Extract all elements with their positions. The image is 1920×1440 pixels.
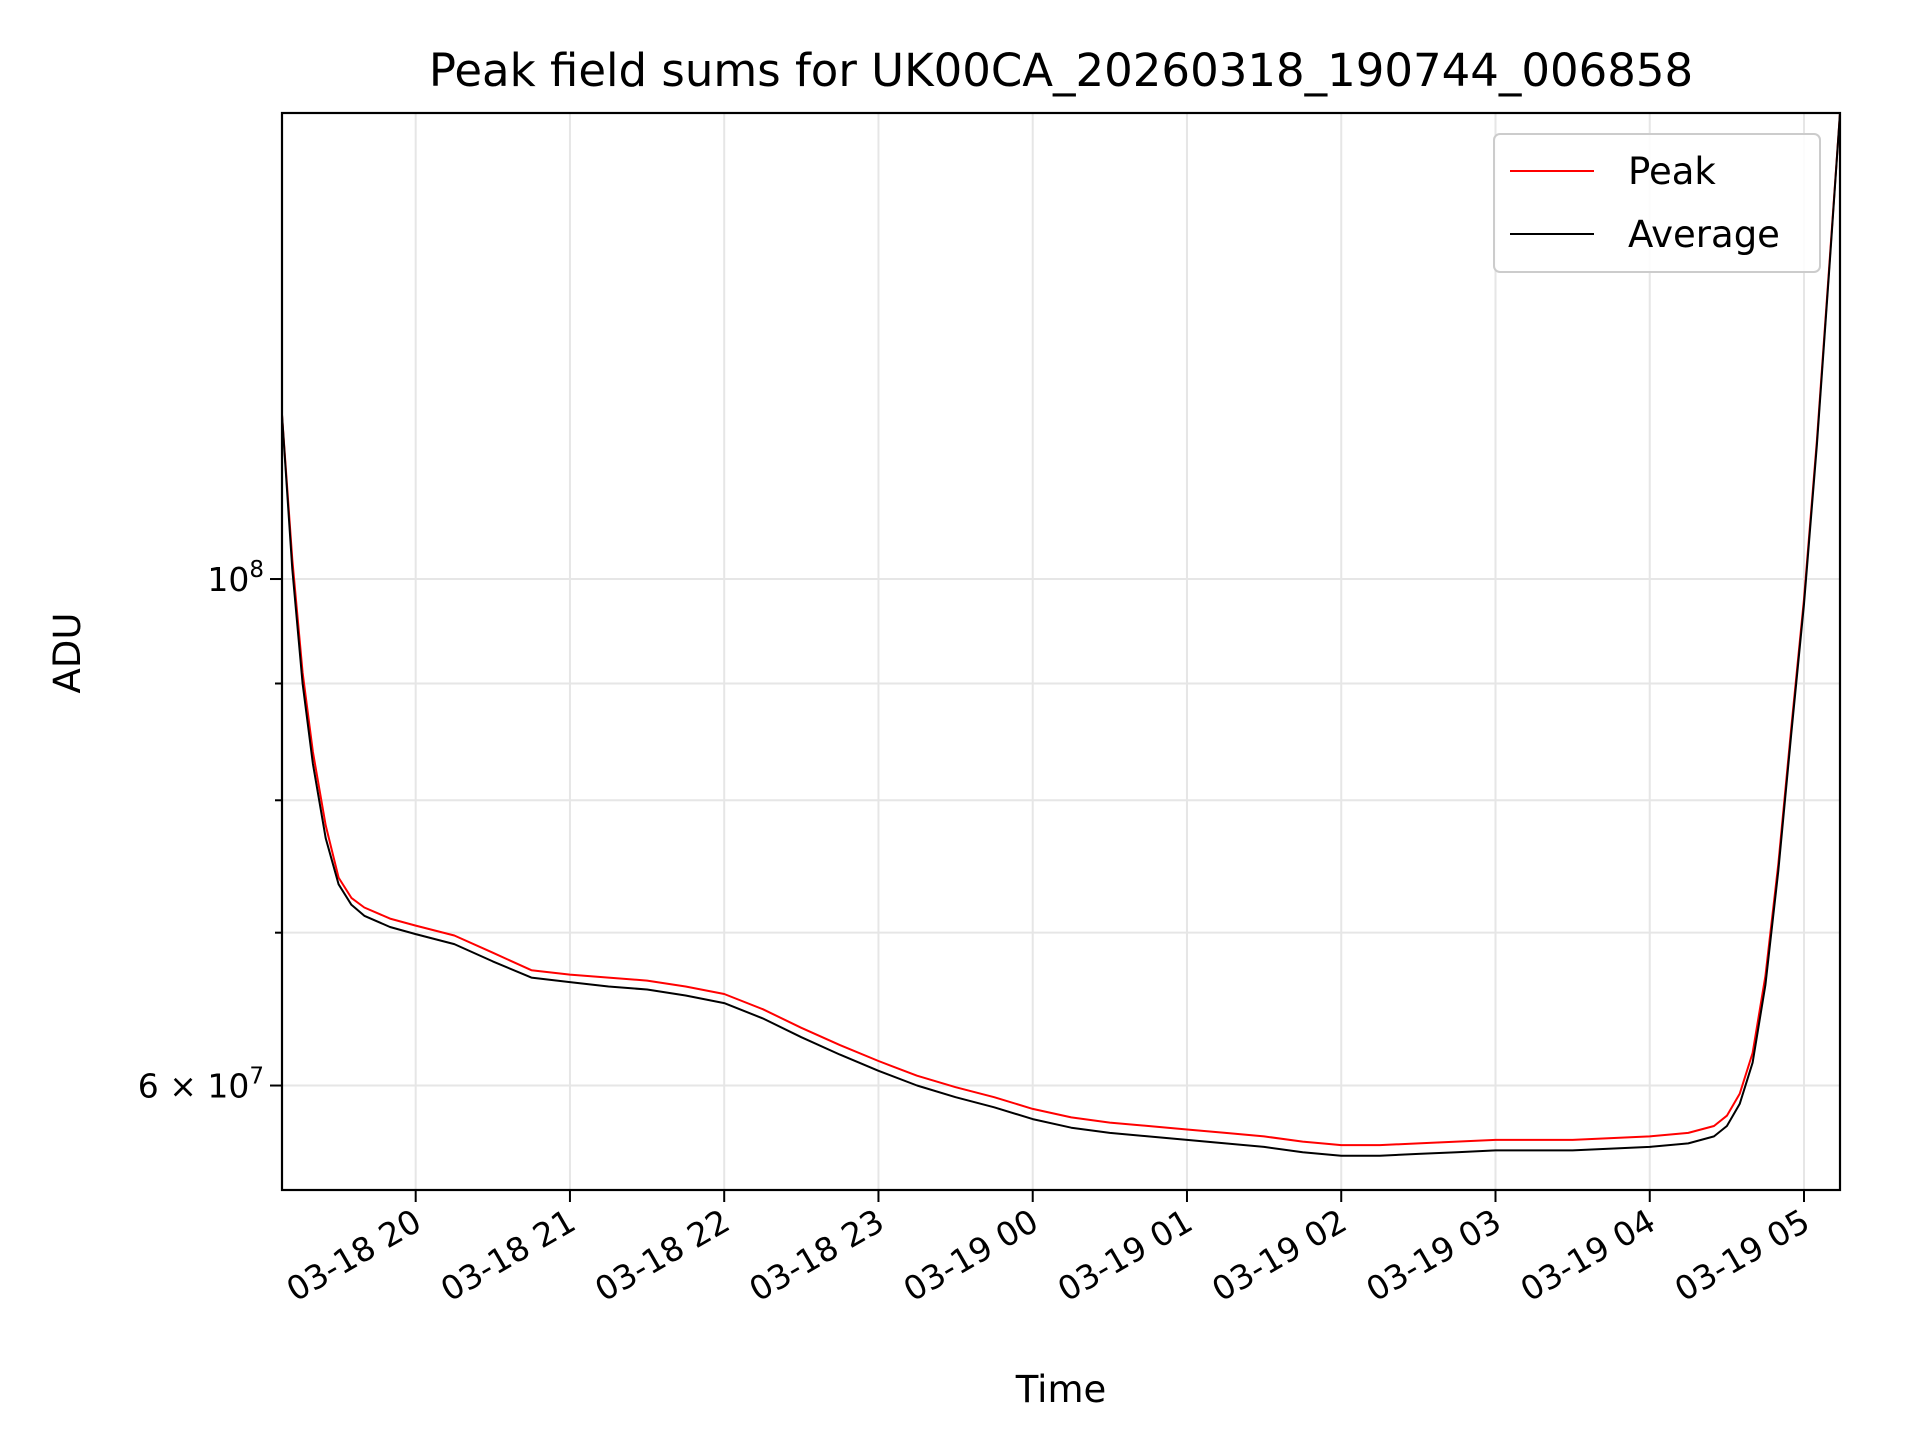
- x-tick-label: 03-18 23: [742, 1201, 890, 1309]
- x-tick-label: 03-18 20: [280, 1201, 428, 1309]
- y-axis-label: ADU: [46, 613, 89, 694]
- series-line-peak: [281, 112, 1841, 1147]
- y-tick-mantissa: 6: [138, 1067, 159, 1106]
- x-tick-label: 03-18 22: [588, 1201, 736, 1309]
- x-tick-label: 03-19 03: [1359, 1201, 1507, 1309]
- y-tick-base: 10: [207, 560, 249, 599]
- x-tick-label: 03-19 01: [1051, 1201, 1199, 1309]
- y-tick-label: 6 × 107: [138, 1064, 264, 1106]
- x-axis-label: Time: [1015, 1368, 1107, 1411]
- x-tick-label: 03-19 00: [897, 1201, 1045, 1309]
- x-tick-label: 03-19 04: [1514, 1201, 1662, 1309]
- legend-label-average: Average: [1628, 213, 1780, 256]
- y-tick-exponent: 7: [249, 1064, 264, 1090]
- x-tick-label: 03-18 21: [434, 1201, 582, 1309]
- y-tick-label: 108: [207, 557, 264, 599]
- chart-title: Peak field sums for UK00CA_20260318_1907…: [429, 44, 1693, 97]
- grid-layer: [282, 113, 1840, 1190]
- legend-label-peak: Peak: [1628, 150, 1716, 193]
- axes-layer: 03-18 20 03-18 21 03-18 22 03-18 23 03-19 00…: [138, 111, 1842, 1309]
- x-tick-label: 03-19 05: [1668, 1201, 1816, 1309]
- x-tick-label: 03-19 02: [1205, 1201, 1353, 1309]
- series-layer: [281, 112, 1841, 1157]
- y-tick-base: 10: [207, 1067, 249, 1106]
- plot-frame: [280, 111, 1842, 1192]
- series-line-average: [281, 112, 1841, 1157]
- y-tick-times: ×: [159, 1067, 208, 1106]
- legend-box: [1493, 133, 1821, 273]
- y-tick-exponent: 8: [249, 557, 264, 583]
- legend-layer: Peak Average: [1493, 133, 1821, 273]
